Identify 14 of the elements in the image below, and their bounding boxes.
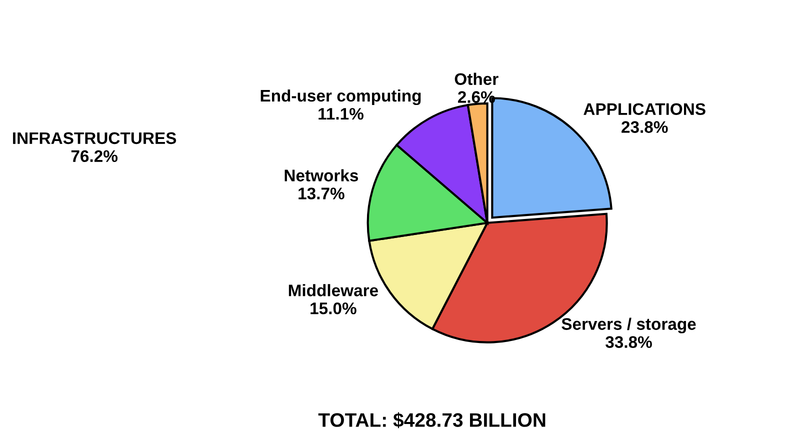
slice-label: Other: [454, 72, 498, 86]
data-label: 33.8%: [606, 336, 652, 348]
slice-label: APPLICATIONS: [584, 103, 706, 115]
data-label: 11.1%: [318, 108, 364, 120]
text: TOTAL: $428.73 BILLION: [318, 412, 546, 428]
data-label: 2.6%: [458, 91, 495, 103]
slice-label: Networks: [284, 169, 358, 182]
text: INFRASTRUCTURES 76.2%: [13, 132, 176, 162]
data-label: 13.7%: [298, 188, 344, 200]
slice-label: Middleware: [288, 284, 378, 296]
data-label: 15.0%: [310, 302, 356, 314]
slice-label: Servers / storage: [562, 318, 696, 334]
data-label: 23.8%: [622, 121, 668, 133]
slice-label: End-user computing: [260, 89, 421, 106]
